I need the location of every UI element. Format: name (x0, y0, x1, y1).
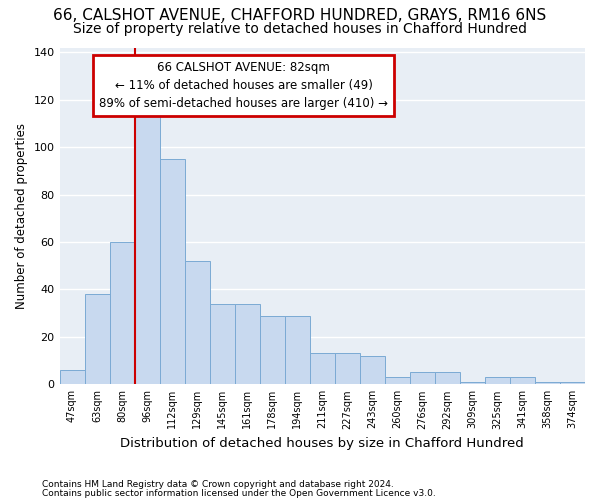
Bar (360, 356, 385, 384)
Bar (410, 372, 435, 384)
Text: 66, CALSHOT AVENUE, CHAFFORD HUNDRED, GRAYS, RM16 6NS: 66, CALSHOT AVENUE, CHAFFORD HUNDRED, GR… (53, 8, 547, 22)
Bar (510, 377, 535, 384)
Bar (85, 294, 110, 384)
Bar (110, 242, 134, 384)
Bar (435, 372, 460, 384)
Bar (285, 316, 310, 384)
Bar (160, 159, 185, 384)
Bar (260, 316, 285, 384)
Bar (209, 304, 235, 384)
Bar (535, 382, 560, 384)
Text: Contains public sector information licensed under the Open Government Licence v3: Contains public sector information licen… (42, 488, 436, 498)
Bar (485, 377, 510, 384)
X-axis label: Distribution of detached houses by size in Chafford Hundred: Distribution of detached houses by size … (121, 437, 524, 450)
Bar (310, 354, 335, 384)
Bar (385, 377, 410, 384)
Y-axis label: Number of detached properties: Number of detached properties (15, 123, 28, 309)
Bar (235, 304, 260, 384)
Bar (134, 112, 160, 384)
Bar (335, 354, 360, 384)
Text: Contains HM Land Registry data © Crown copyright and database right 2024.: Contains HM Land Registry data © Crown c… (42, 480, 394, 489)
Bar (560, 382, 585, 384)
Text: Size of property relative to detached houses in Chafford Hundred: Size of property relative to detached ho… (73, 22, 527, 36)
Bar (59, 370, 85, 384)
Text: 66 CALSHOT AVENUE: 82sqm
← 11% of detached houses are smaller (49)
89% of semi-d: 66 CALSHOT AVENUE: 82sqm ← 11% of detach… (99, 61, 388, 110)
Bar (460, 382, 485, 384)
Bar (185, 261, 209, 384)
